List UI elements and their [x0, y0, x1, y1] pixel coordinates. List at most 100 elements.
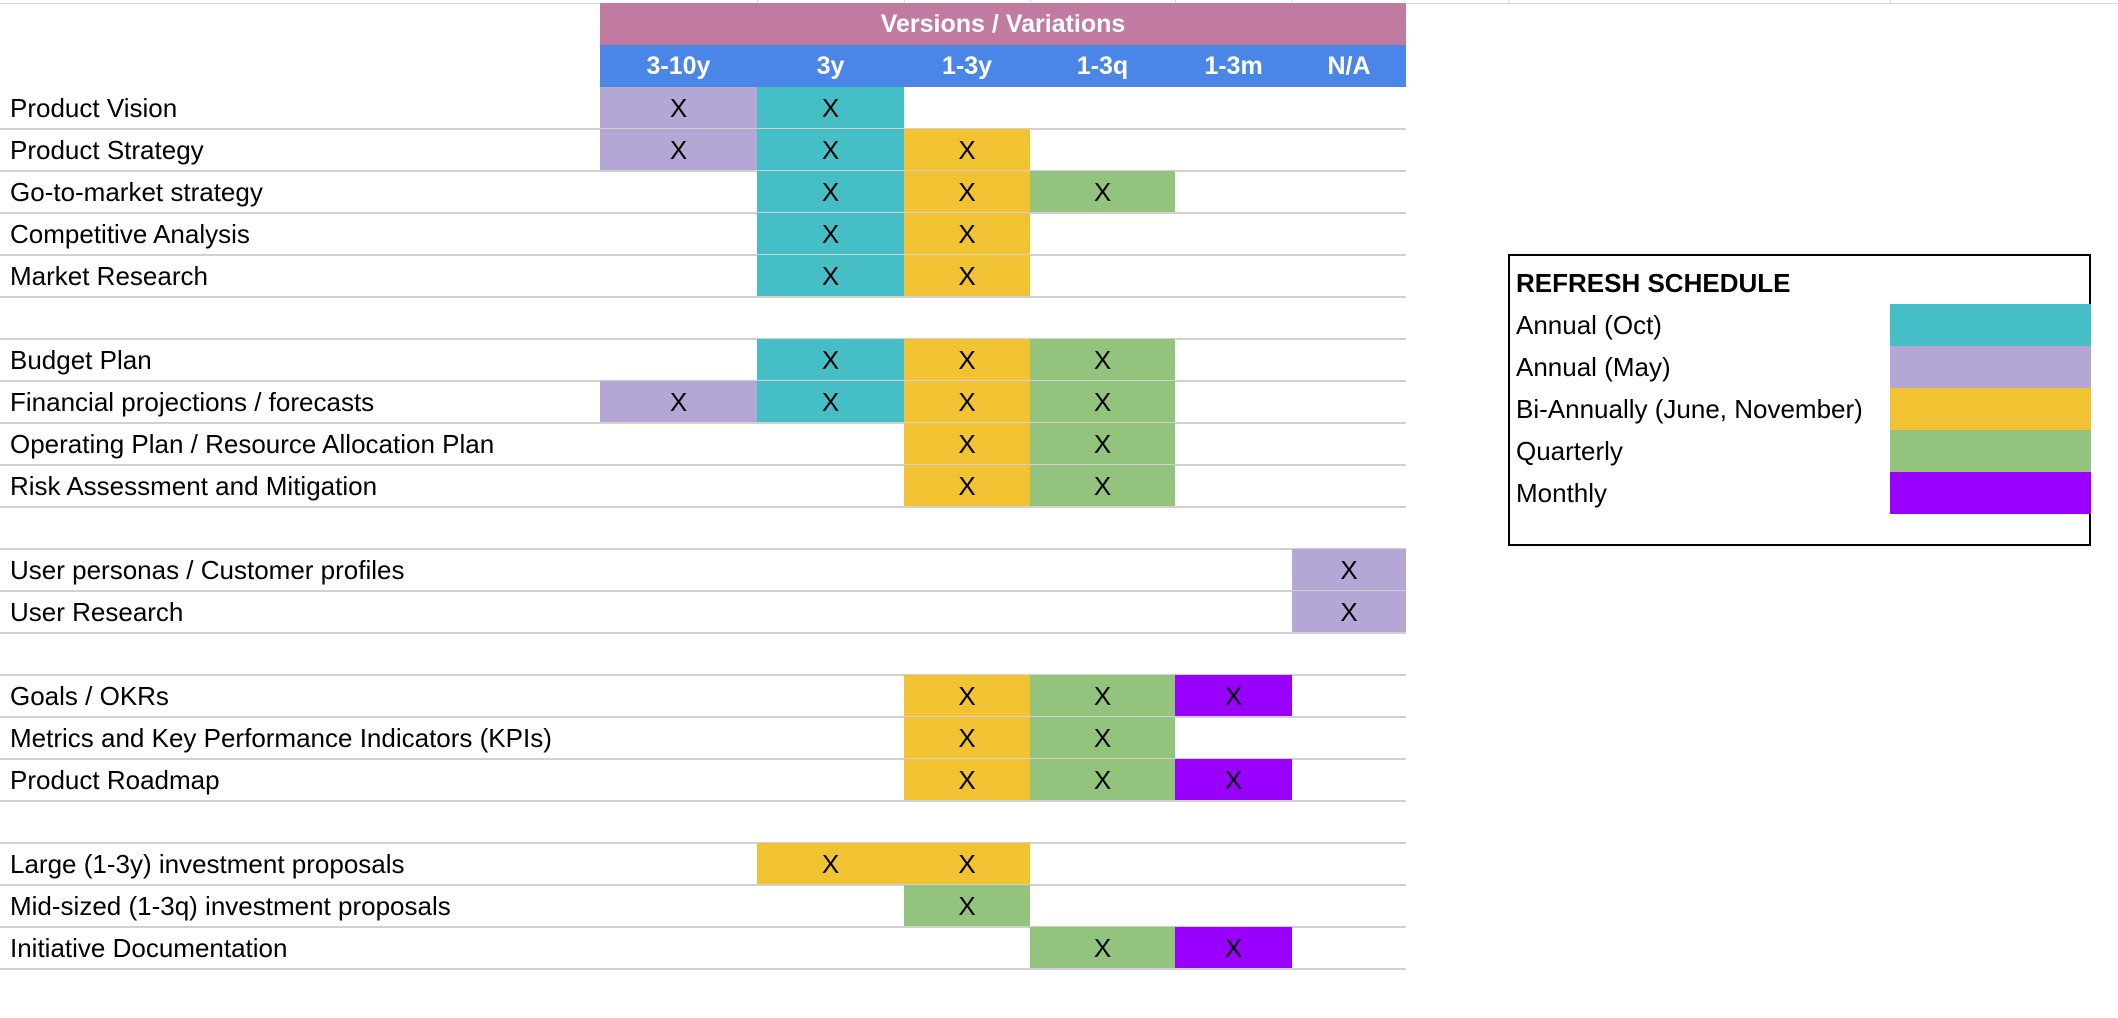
table-cell: X	[1175, 675, 1292, 717]
table-cell: X	[1175, 759, 1292, 801]
row-divider	[0, 296, 1406, 298]
table-cell: X	[1030, 465, 1175, 507]
row-label: User personas / Customer profiles	[10, 554, 405, 585]
table-cell: X	[1030, 171, 1175, 213]
row-divider	[0, 632, 1406, 634]
column-header: N/A	[1292, 45, 1406, 87]
row-label: User Research	[10, 596, 184, 627]
row-label: Competitive Analysis	[10, 218, 250, 249]
table-cell: X	[1292, 591, 1406, 633]
row-label: Financial projections / forecasts	[10, 386, 375, 417]
table-cell: X	[600, 129, 757, 171]
row-label: Market Research	[10, 260, 208, 291]
row-label: Large (1-3y) investment proposals	[10, 848, 405, 879]
row-label: Product Vision	[10, 92, 178, 123]
table-cell: X	[904, 339, 1030, 381]
table-cell: X	[757, 255, 904, 297]
table-cell: X	[904, 675, 1030, 717]
table-cell: X	[757, 843, 904, 885]
table-cell: X	[600, 381, 757, 423]
row-divider	[0, 422, 1406, 424]
row-label: Mid-sized (1-3q) investment proposals	[10, 890, 451, 921]
row-divider	[0, 464, 1406, 466]
table-cell: X	[904, 213, 1030, 255]
table-cell: X	[1030, 927, 1175, 969]
row-divider	[0, 170, 1406, 172]
sheet-col-gridline	[1890, 0, 1891, 3]
legend-title: REFRESH SCHEDULE	[1516, 267, 1791, 298]
table-cell: X	[757, 213, 904, 255]
row-divider	[0, 506, 1406, 508]
column-header: 3-10y	[600, 45, 757, 87]
row-divider	[0, 716, 1406, 718]
table-cell: X	[757, 171, 904, 213]
table-cell: X	[1175, 927, 1292, 969]
table-cell: X	[757, 381, 904, 423]
legend-label: Annual (May)	[1516, 351, 1671, 382]
sheet-col-gridline	[904, 0, 905, 3]
sheet-col-gridline	[1508, 0, 1509, 3]
row-divider	[0, 926, 1406, 928]
column-header: 1-3q	[1030, 45, 1175, 87]
table-cell: X	[1030, 339, 1175, 381]
table-cell: X	[904, 717, 1030, 759]
versions-banner: Versions / Variations	[600, 3, 1406, 45]
sheet-col-gridline	[1175, 0, 1176, 3]
table-cell: X	[904, 423, 1030, 465]
table-cell: X	[1030, 423, 1175, 465]
row-label: Goals / OKRs	[10, 680, 169, 711]
table-cell: X	[904, 381, 1030, 423]
row-divider	[0, 968, 1406, 970]
legend-label: Quarterly	[1516, 435, 1623, 466]
row-divider	[0, 800, 1406, 802]
row-divider	[0, 338, 1406, 340]
table-cell: X	[904, 885, 1030, 927]
row-divider	[0, 548, 1406, 550]
row-divider	[0, 590, 1406, 592]
legend-swatch	[1890, 430, 2091, 472]
table-cell: X	[757, 339, 904, 381]
sheet-col-gridline	[1030, 0, 1031, 3]
row-label: Initiative Documentation	[10, 932, 288, 963]
legend-swatch	[1890, 388, 2091, 430]
table-cell: X	[600, 87, 757, 129]
table-cell: X	[1030, 759, 1175, 801]
row-label: Go-to-market strategy	[10, 176, 263, 207]
row-label: Operating Plan / Resource Allocation Pla…	[10, 428, 495, 459]
table-cell: X	[904, 843, 1030, 885]
table-cell: X	[1030, 381, 1175, 423]
row-label: Budget Plan	[10, 344, 152, 375]
row-label: Metrics and Key Performance Indicators (…	[10, 722, 552, 753]
table-cell: X	[904, 129, 1030, 171]
legend-label: Bi-Annually (June, November)	[1516, 393, 1863, 424]
table-cell: X	[757, 129, 904, 171]
row-label: Product Strategy	[10, 134, 204, 165]
column-header: 1-3m	[1175, 45, 1292, 87]
table-cell: X	[1030, 675, 1175, 717]
row-label: Product Roadmap	[10, 764, 220, 795]
row-divider	[0, 254, 1406, 256]
column-header: 3y	[757, 45, 904, 87]
row-label: Risk Assessment and Mitigation	[10, 470, 378, 501]
legend-swatch	[1890, 304, 2091, 346]
table-cell: X	[1030, 717, 1175, 759]
table-cell: X	[904, 465, 1030, 507]
row-divider	[0, 758, 1406, 760]
table-cell: X	[904, 255, 1030, 297]
table-cell: X	[757, 87, 904, 129]
table-cell: X	[1292, 549, 1406, 591]
refresh-schedule-legend: REFRESH SCHEDULE Annual (Oct) Annual (May…	[1508, 254, 2091, 546]
sheet-col-gridline	[757, 0, 758, 3]
table-cell: X	[904, 171, 1030, 213]
row-divider	[0, 884, 1406, 886]
sheet-col-gridline	[1292, 0, 1293, 3]
table-cell: X	[904, 759, 1030, 801]
legend-label: Monthly	[1516, 477, 1608, 508]
column-header: 1-3y	[904, 45, 1030, 87]
row-divider	[0, 842, 1406, 844]
row-divider	[0, 212, 1406, 214]
legend-label: Annual (Oct)	[1516, 309, 1662, 340]
legend-swatch	[1890, 346, 2091, 388]
row-divider	[0, 674, 1406, 676]
legend-swatch	[1890, 472, 2091, 514]
